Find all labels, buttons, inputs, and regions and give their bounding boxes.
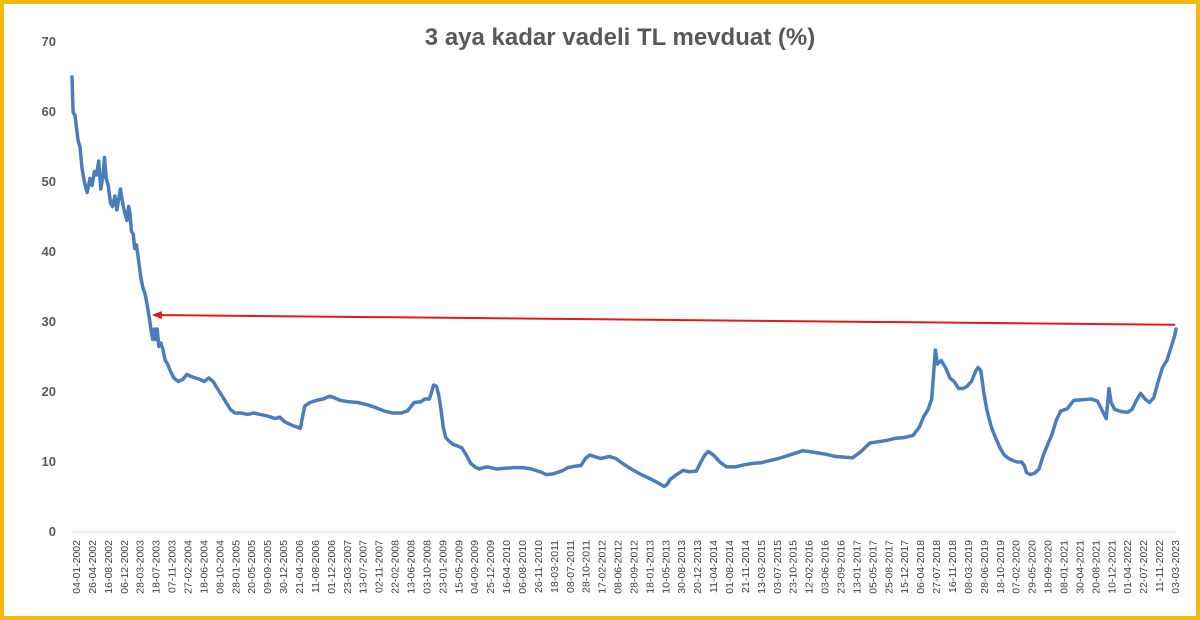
x-tick-label: 20-08-2021: [1090, 540, 1102, 594]
x-tick-label: 16-04-2010: [501, 540, 513, 594]
x-tick-label: 12-02-2016: [804, 540, 816, 594]
x-tick-label: 18-03-2011: [549, 540, 561, 593]
x-tick-label: 04-01-2002: [71, 540, 83, 594]
x-tick-label: 27-02-2004: [182, 540, 194, 594]
y-tick-label: 50: [42, 174, 56, 189]
y-tick-label: 60: [42, 104, 56, 119]
x-tick-label: 08-03-2019: [963, 540, 975, 594]
x-tick-label: 01-04-2022: [1122, 540, 1134, 594]
x-tick-label: 23-10-2015: [788, 540, 800, 594]
x-tick-label: 28-06-2019: [979, 540, 991, 594]
x-tick-label: 13-06-2008: [405, 540, 417, 594]
y-tick-label: 0: [49, 524, 56, 539]
x-tick-label: 06-08-2010: [517, 540, 529, 594]
x-tick-label: 08-10-2004: [214, 540, 226, 594]
y-tick-label: 30: [42, 314, 56, 329]
x-tick-label: 06-04-2018: [915, 540, 927, 594]
x-tick-label: 16-11-2018: [947, 540, 959, 593]
annotation-group: [151, 311, 1176, 326]
series-group: [70, 75, 1178, 489]
x-tick-label: 16-08-2002: [103, 540, 115, 594]
x-tick-label: 27-07-2018: [931, 540, 943, 594]
x-tick-label: 23-09-2016: [836, 540, 848, 594]
x-tick-label: 08-07-2011: [565, 540, 577, 593]
x-tick-label: 05-05-2017: [867, 540, 879, 594]
x-tick-label: 18-06-2004: [198, 540, 210, 594]
x-tick-label: 13-07-2007: [358, 540, 370, 594]
chart-title: 3 aya kadar vadeli TL mevduat (%): [425, 24, 815, 51]
x-tick-label: 06-12-2002: [119, 540, 131, 594]
annotation-arrow: [151, 311, 1176, 326]
x-tick-label: 17-02-2012: [597, 540, 609, 594]
x-tick-label: 18-07-2003: [151, 540, 163, 594]
x-tick-label: 09-09-2005: [262, 540, 274, 594]
x-tick-label: 22-02-2008: [390, 540, 402, 594]
x-tick-label: 13-03-2015: [756, 540, 768, 594]
x-tick-label: 18-10-2019: [995, 540, 1007, 594]
x-tick-label: 03-03-2023: [1170, 540, 1182, 594]
x-tick-label: 20-05-2005: [246, 540, 258, 594]
x-tick-label: 10-12-2021: [1106, 540, 1118, 594]
x-tick-label: 11-11-2022: [1154, 540, 1166, 592]
x-tick-label: 23-03-2007: [342, 540, 354, 594]
x-tick-label: 08-01-2021: [1059, 540, 1071, 594]
x-tick-label: 30-08-2013: [676, 540, 688, 594]
x-tick-label: 28-10-2011: [581, 540, 593, 593]
y-tick-label: 10: [42, 454, 56, 469]
x-tick-label: 30-12-2005: [278, 540, 290, 594]
x-tick-label: 03-10-2008: [421, 540, 433, 594]
x-tick-label: 21-11-2014: [740, 540, 752, 593]
x-tick-label: 07-11-2003: [167, 540, 179, 593]
series-line: [70, 75, 1178, 489]
x-axis: 04-01-2002 26-04-2002 16-08-2002 06-12-2002…: [71, 540, 1182, 594]
x-tick-label: 04-09-2009: [469, 540, 481, 594]
x-tick-label: 10-05-2013: [660, 540, 672, 594]
x-tick-label: 01-08-2014: [724, 540, 736, 594]
x-tick-label: 15-05-2009: [453, 540, 465, 594]
x-tick-label: 18-01-2013: [644, 540, 656, 594]
x-tick-label: 03-07-2015: [772, 540, 784, 594]
x-tick-label: 11-08-2006: [310, 540, 322, 593]
x-tick-label: 22-07-2022: [1138, 540, 1150, 594]
x-tick-label: 02-11-2007: [374, 540, 386, 593]
x-tick-label: 28-03-2003: [135, 540, 147, 594]
x-tick-label: 03-06-2016: [820, 540, 832, 594]
x-tick-label: 28-09-2012: [628, 540, 640, 594]
y-tick-label: 20: [42, 384, 56, 399]
x-tick-label: 07-02-2020: [1011, 540, 1023, 594]
y-axis: 0 10 20 30 40 50 60 70: [42, 34, 56, 539]
x-tick-label: 20-12-2013: [692, 540, 704, 594]
x-tick-label: 01-12-2006: [326, 540, 338, 594]
x-tick-label: 25-12-2009: [485, 540, 497, 594]
x-tick-label: 29-05-2020: [1027, 540, 1039, 594]
x-tick-label: 15-12-2017: [899, 540, 911, 594]
x-tick-label: 23-01-2009: [437, 540, 449, 594]
x-tick-label: 30-04-2021: [1074, 540, 1086, 594]
x-tick-label: 28-01-2005: [230, 540, 242, 594]
x-tick-label: 26-04-2002: [87, 540, 99, 594]
y-tick-label: 40: [42, 244, 56, 259]
x-tick-label: 13-01-2017: [851, 540, 863, 594]
x-tick-label: 21-04-2006: [294, 540, 306, 594]
x-tick-label: 11-04-2014: [708, 540, 720, 593]
x-tick-label: 26-11-2010: [533, 540, 545, 593]
y-tick-label: 70: [42, 34, 56, 49]
x-tick-label: 08-06-2012: [613, 540, 625, 594]
x-tick-label: 18-09-2020: [1043, 540, 1055, 594]
x-tick-label: 25-08-2017: [883, 540, 895, 594]
